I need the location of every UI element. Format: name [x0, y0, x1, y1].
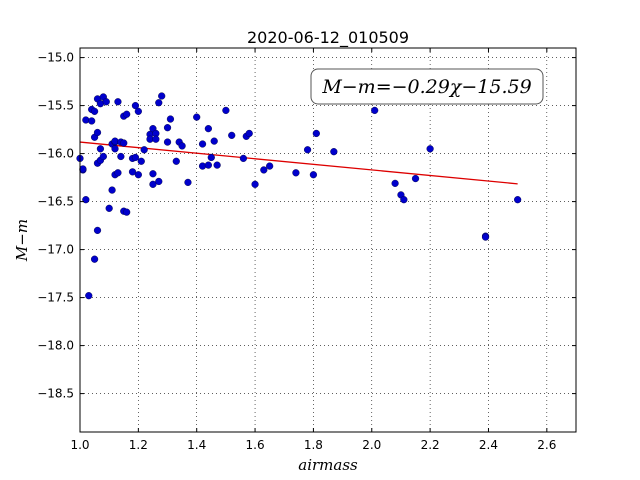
data-point: [198, 140, 207, 148]
data-point: [90, 255, 99, 263]
data-point: [155, 177, 163, 186]
data-point: [400, 196, 408, 204]
data-point: [131, 101, 140, 110]
data-point: [309, 171, 318, 179]
data-point: [178, 142, 186, 150]
data-point: [260, 166, 268, 174]
data-point: [184, 178, 192, 187]
data-point: [85, 292, 93, 300]
y-tick-label: −17.5: [37, 291, 74, 305]
data-point: [163, 138, 172, 146]
data-point: [149, 170, 157, 178]
data-point: [391, 179, 399, 187]
data-point: [131, 153, 140, 162]
y-tick-label: −15.5: [37, 99, 74, 113]
data-point: [96, 145, 105, 153]
data-point: [371, 106, 379, 115]
data-point: [251, 180, 259, 188]
data-point: [105, 204, 113, 212]
data-point: [108, 186, 116, 194]
data-point: [411, 174, 420, 183]
data-point: [102, 98, 110, 106]
data-point: [166, 115, 175, 123]
y-tick-label: −17.0: [37, 243, 74, 257]
data-point: [172, 157, 180, 165]
data-point: [158, 92, 166, 100]
x-tick-label: 1.6: [246, 438, 265, 452]
data-point: [426, 145, 434, 153]
data-point: [266, 162, 274, 170]
data-point: [239, 154, 247, 163]
data-points: [76, 92, 522, 300]
x-tick-label: 2.2: [421, 438, 440, 452]
data-point: [128, 168, 137, 176]
data-point: [82, 196, 90, 204]
data-point: [303, 146, 312, 154]
data-point: [123, 110, 131, 118]
x-tick-label: 2.4: [479, 438, 498, 452]
x-tick-label: 1.2: [129, 438, 148, 452]
grid: [80, 48, 576, 432]
data-point: [93, 226, 102, 235]
data-point: [134, 107, 142, 115]
data-point: [149, 180, 157, 188]
data-point: [292, 169, 300, 177]
data-point: [210, 137, 218, 145]
data-point: [152, 135, 160, 143]
y-tick-label: −16.0: [37, 147, 74, 161]
data-point: [204, 161, 212, 169]
data-point: [312, 129, 320, 138]
data-point: [99, 152, 107, 161]
data-point: [88, 117, 96, 125]
y-tick-label: −18.5: [37, 387, 74, 401]
data-point: [163, 124, 172, 132]
axis-ticks: [79, 48, 576, 432]
x-tick-label: 2.6: [537, 438, 556, 452]
data-point: [93, 128, 102, 137]
fit-equation: M−m=−0.29χ−15.59: [321, 76, 531, 98]
data-point: [114, 169, 122, 177]
x-tick-label: 1.0: [70, 438, 89, 452]
fit-line-group: [79, 141, 518, 185]
data-point: [222, 106, 230, 115]
data-point: [207, 153, 215, 162]
data-point: [155, 99, 163, 107]
annotation-box: [310, 68, 544, 105]
y-tick-label: −16.5: [37, 195, 74, 209]
x-tick-label: 2.0: [362, 438, 381, 452]
plot-frame: [79, 47, 577, 433]
data-point: [481, 233, 490, 241]
data-point: [213, 161, 221, 169]
x-tick-label: 1.8: [304, 438, 323, 452]
data-point: [245, 129, 253, 138]
y-tick-label: −15.0: [37, 51, 74, 65]
x-axis-label: airmass: [298, 456, 358, 474]
x-tick-label: 1.4: [187, 438, 206, 452]
y-tick-labels: −15.0 −15.5 −16.0 −16.5 −17.0 −17.5 −18.0 −18.5: [37, 51, 74, 401]
y-tick-label: −18.0: [37, 339, 74, 353]
data-point: [114, 98, 122, 106]
data-point: [330, 148, 338, 156]
data-point: [140, 146, 148, 154]
y-axis-label: M−m: [13, 219, 31, 262]
x-tick-labels: 1.0 1.2 1.4 1.6 1.8 2.0 2.2 2.4 2.6: [70, 438, 556, 452]
data-point: [134, 171, 142, 179]
fit-annotation: M−m=−0.29χ−15.59: [310, 68, 544, 105]
data-point: [204, 125, 212, 133]
chart-title: 2020-06-12_010509: [247, 28, 409, 48]
data-point: [90, 107, 99, 115]
data-point: [120, 139, 128, 147]
data-point: [79, 165, 87, 173]
data-point: [137, 157, 145, 165]
data-point: [111, 145, 119, 153]
data-point: [117, 152, 125, 161]
data-point: [228, 131, 236, 139]
data-point: [193, 113, 201, 121]
data-point: [514, 196, 522, 204]
fit-line: [79, 141, 518, 185]
data-point: [123, 208, 131, 216]
